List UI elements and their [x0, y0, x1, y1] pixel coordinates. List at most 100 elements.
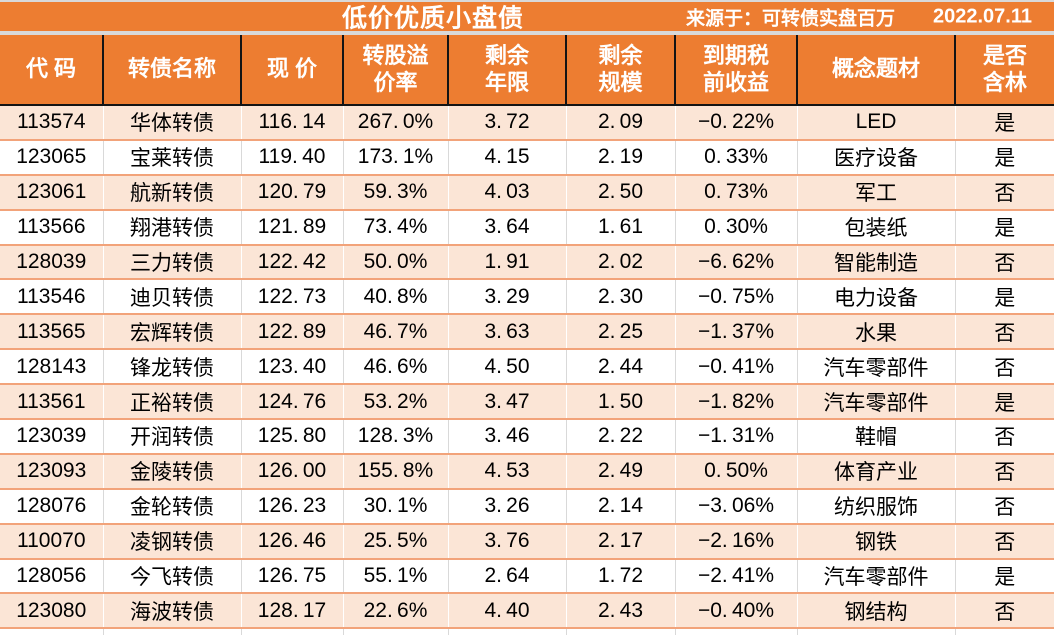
table-row: 128056 今飞转债 126. 75 55. 1% 2. 64 1. 72 −2. 41%…	[0, 558, 1054, 595]
cell-remaining-size: 2. 14	[566, 488, 676, 525]
cell-contains-lin: 否	[955, 488, 1054, 525]
cell-pretax-yield: 0. 50%	[675, 453, 798, 490]
column-divider	[241, 629, 242, 636]
cell-premium-rate: 267. 0%	[343, 105, 449, 141]
cell-remaining-size: 2. 02	[566, 244, 676, 281]
cell-pretax-yield: −6. 62%	[675, 244, 798, 281]
table-row: 128076 金轮转债 126. 23 30. 1% 3. 26 2. 14 −3. 06%…	[0, 488, 1054, 525]
column-header-premium-rate: 转股溢 价率	[342, 35, 448, 106]
cell-concept-theme: 钢铁	[797, 523, 956, 560]
cell-bond-name: 翔港转债	[103, 209, 242, 246]
cell-code: 113566	[0, 209, 104, 246]
cell-code: 128143	[0, 349, 104, 386]
cell-remaining-years: 4. 40	[448, 593, 567, 630]
cell-bond-name: 华体转债	[103, 105, 242, 141]
cell-pretax-yield: −0. 75%	[675, 279, 798, 316]
cell-bond-name: 金陵转债	[103, 453, 242, 490]
column-header-code: 代 码	[0, 35, 103, 106]
cell-bond-name: 金轮转债	[103, 488, 242, 525]
cell-pretax-yield: −2. 41%	[675, 558, 798, 595]
column-header-bond-name: 转债名称	[102, 35, 241, 106]
cell-premium-rate: 173. 1%	[343, 139, 449, 176]
cell-remaining-years: 3. 72	[448, 105, 567, 141]
cell-code: 123065	[0, 139, 104, 176]
cell-remaining-years: 3. 63	[448, 314, 567, 351]
bond-table: 代 码转债名称现 价转股溢 价率 剩余 年限 剩余 规模 到期税 前收益 概念题材 是否 含林 11…	[0, 35, 1054, 630]
partial-next-row	[0, 629, 1054, 636]
cell-bond-name: 海波转债	[103, 593, 242, 630]
cell-premium-rate: 50. 0%	[343, 244, 449, 281]
cell-premium-rate: 46. 6%	[343, 349, 449, 386]
cell-price: 126. 23	[241, 488, 344, 525]
top-edge-line	[0, 0, 1054, 2]
column-divider	[797, 629, 798, 636]
cell-remaining-years: 3. 76	[448, 523, 567, 560]
cell-pretax-yield: −2. 16%	[675, 523, 798, 560]
cell-remaining-size: 2. 25	[566, 314, 676, 351]
cell-remaining-years: 1. 91	[448, 244, 567, 281]
cell-premium-rate: 25. 5%	[343, 523, 449, 560]
cell-remaining-years: 3. 46	[448, 419, 567, 455]
cell-remaining-size: 2. 17	[566, 523, 676, 560]
cell-bond-name: 宏辉转债	[103, 314, 242, 351]
cell-pretax-yield: 0. 33%	[675, 139, 798, 176]
cell-contains-lin: 是	[955, 279, 1054, 316]
cell-concept-theme: LED	[797, 105, 956, 141]
cell-code: 128039	[0, 244, 104, 281]
cell-code: 123093	[0, 453, 104, 490]
cell-bond-name: 航新转债	[103, 174, 242, 211]
cell-concept-theme: 军工	[797, 174, 956, 211]
cell-remaining-size: 2. 43	[566, 593, 676, 630]
cell-price: 116. 14	[241, 105, 344, 141]
cell-pretax-yield: 0. 73%	[675, 174, 798, 211]
cell-remaining-size: 1. 61	[566, 209, 676, 246]
cell-concept-theme: 钢结构	[797, 593, 956, 630]
cell-remaining-years: 2. 64	[448, 558, 567, 595]
cell-concept-theme: 水果	[797, 314, 956, 351]
cell-bond-name: 开润转债	[103, 419, 242, 455]
cell-contains-lin: 否	[955, 349, 1054, 386]
column-divider	[103, 629, 104, 636]
cell-remaining-size: 2. 19	[566, 139, 676, 176]
cell-premium-rate: 53. 2%	[343, 384, 449, 421]
cell-pretax-yield: −0. 41%	[675, 349, 798, 386]
table-row: 110070 凌钢转债 126. 46 25. 5% 3. 76 2. 17 −2. 16%…	[0, 523, 1054, 560]
cell-contains-lin: 是	[955, 139, 1054, 176]
cell-price: 128. 17	[241, 593, 344, 630]
table-row: 123080 海波转债 128. 17 22. 6% 4. 40 2. 43 −0. 40%…	[0, 593, 1054, 630]
page-title: 低价优质小盘债	[341, 3, 525, 32]
cell-contains-lin: 否	[955, 523, 1054, 560]
column-divider	[675, 629, 676, 636]
column-header-concept-theme: 概念题材	[796, 35, 955, 106]
column-header-price: 现 价	[240, 35, 343, 106]
cell-code: 128056	[0, 558, 104, 595]
cell-code: 123061	[0, 174, 104, 211]
table-header: 代 码转债名称现 价转股溢 价率 剩余 年限 剩余 规模 到期税 前收益 概念题材 是否 含林	[0, 35, 1054, 106]
cell-contains-lin: 否	[955, 174, 1054, 211]
cell-code: 113546	[0, 279, 104, 316]
cell-premium-rate: 46. 7%	[343, 314, 449, 351]
cell-remaining-years: 4. 53	[448, 453, 567, 490]
cell-price: 122. 89	[241, 314, 344, 351]
cell-bond-name: 迪贝转债	[103, 279, 242, 316]
source-label: 来源于：可转债实盘百万	[686, 8, 896, 29]
table-row: 123039 开润转债 125. 80 128. 3% 3. 46 2. 22 −1. 31…	[0, 419, 1054, 455]
cell-remaining-years: 3. 47	[448, 384, 567, 421]
cell-contains-lin: 否	[955, 453, 1054, 490]
cell-pretax-yield: −1. 31%	[675, 419, 798, 455]
cell-remaining-size: 2. 09	[566, 105, 676, 141]
cell-contains-lin: 是	[955, 105, 1054, 141]
cell-remaining-years: 4. 03	[448, 174, 567, 211]
cell-pretax-yield: 0. 30%	[675, 209, 798, 246]
table-row: 113574 华体转债 116. 14 267. 0% 3. 72 2. 09 −0. 22…	[0, 105, 1054, 141]
cell-premium-rate: 155. 8%	[343, 453, 449, 490]
cell-remaining-size: 1. 50	[566, 384, 676, 421]
title-bar: 低价优质小盘债 来源于：可转债实盘百万 2022.07.11	[0, 2, 1054, 32]
cell-pretax-yield: −0. 22%	[675, 105, 798, 141]
cell-remaining-size: 2. 44	[566, 349, 676, 386]
cell-price: 122. 73	[241, 279, 344, 316]
cell-pretax-yield: −3. 06%	[675, 488, 798, 525]
cell-contains-lin: 是	[955, 384, 1054, 421]
cell-price: 119. 40	[241, 139, 344, 176]
cell-remaining-years: 4. 15	[448, 139, 567, 176]
